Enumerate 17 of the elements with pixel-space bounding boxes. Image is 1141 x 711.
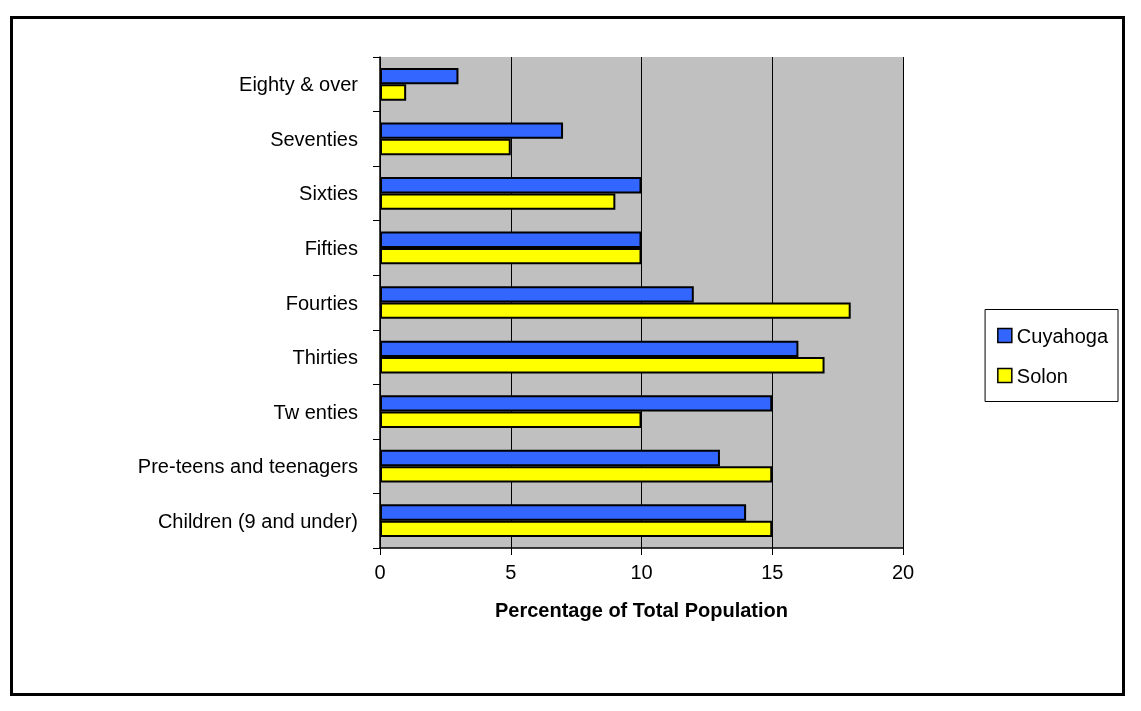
x-tick-label: 15 [761, 561, 784, 583]
legend-label: Solon [1016, 364, 1068, 387]
legend-label: Cuyahoga [1016, 324, 1109, 347]
x-tick-label: 5 [505, 561, 517, 583]
y-tick-label: Sixties [299, 182, 358, 205]
x-tick-label: 20 [891, 561, 915, 583]
y-tick-label: Pre-teens and teenagers [137, 455, 358, 478]
x-tick-label: 0 [374, 561, 386, 583]
y-tick-label: Eighty & over [239, 73, 359, 96]
y-tick-label: Fifties [304, 236, 358, 259]
y-tick-label: Thirties [292, 346, 358, 369]
y-tick-label: Children (9 and under) [157, 509, 358, 532]
y-tick-label: Fourties [285, 291, 358, 314]
y-tick-label: Tw enties [273, 400, 358, 423]
y-tick-label: Seventies [270, 127, 358, 150]
x-tick-label: 10 [630, 561, 653, 583]
x-axis-title: Percentage of Total Population [495, 599, 788, 621]
